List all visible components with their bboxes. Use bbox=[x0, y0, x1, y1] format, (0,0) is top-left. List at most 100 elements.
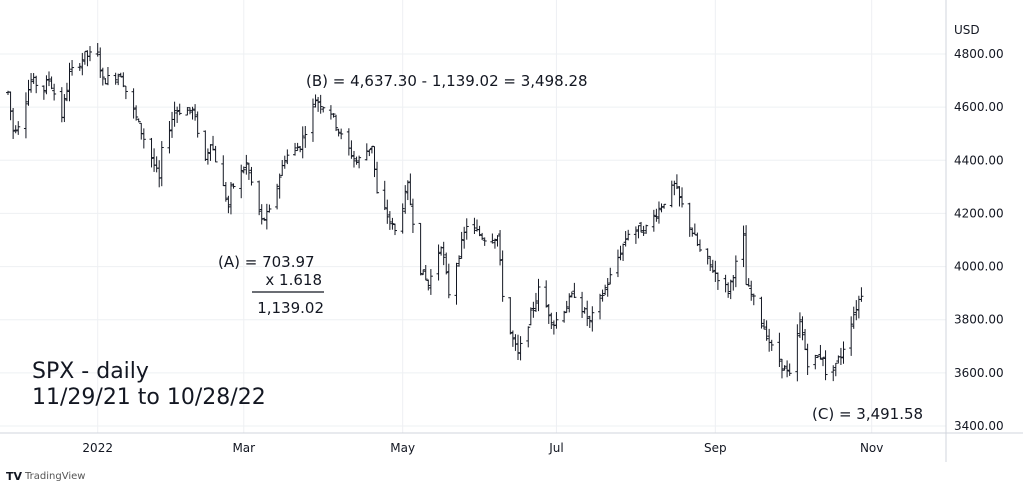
ohlc-bar bbox=[600, 289, 605, 302]
ohlc-bar bbox=[62, 94, 67, 123]
ohlc-bar bbox=[562, 310, 567, 323]
ohlc-bar bbox=[769, 339, 774, 351]
ohlc-bar bbox=[480, 232, 485, 240]
ohlc-bar bbox=[621, 243, 626, 261]
y-tick-label: 4800.00 bbox=[954, 47, 1004, 61]
ohlc-bar bbox=[213, 145, 218, 163]
ohlc-bar bbox=[382, 180, 387, 211]
ohlc-bar bbox=[838, 347, 843, 365]
ohlc-bar bbox=[259, 204, 264, 225]
ohlc-bar bbox=[375, 161, 380, 194]
grid-lines bbox=[0, 0, 946, 433]
ohlc-bar bbox=[249, 166, 254, 186]
ohlc-bar bbox=[569, 291, 574, 298]
ohlc-bar bbox=[141, 128, 146, 149]
x-tick-label: Sep bbox=[704, 441, 727, 455]
ohlc-bar bbox=[603, 284, 608, 296]
ohlc-bar bbox=[518, 336, 523, 361]
ohlc-bar bbox=[618, 245, 623, 261]
ohlc-bar bbox=[457, 255, 462, 267]
ohlc-bar bbox=[608, 267, 613, 285]
ohlc-bar bbox=[677, 186, 682, 207]
ohlc-bar bbox=[31, 73, 36, 84]
ohlc-bar bbox=[336, 128, 341, 137]
x-tick-label: May bbox=[390, 441, 415, 455]
x-tick-label: Jul bbox=[548, 441, 563, 455]
ohlc-bar bbox=[421, 269, 426, 276]
ohlc-bar bbox=[531, 301, 536, 318]
ohlc-bar bbox=[726, 282, 731, 298]
ohlc-bar bbox=[692, 223, 697, 236]
ohlc-bar bbox=[490, 233, 495, 244]
annotation-a-line3: 1,139.02 bbox=[257, 299, 324, 317]
ohlc-bar bbox=[418, 222, 423, 276]
ohlc-bar bbox=[285, 149, 290, 165]
annotations: (B) = 4,637.30 - 1,139.02 = 3,498.28 (A) … bbox=[218, 72, 923, 423]
ohlc-bar bbox=[367, 149, 372, 157]
ohlc-bar bbox=[154, 156, 159, 173]
ohlc-bar bbox=[172, 101, 177, 127]
ohlc-bar bbox=[672, 180, 677, 196]
ohlc-bar bbox=[64, 82, 69, 102]
ohlc-bar bbox=[818, 344, 823, 360]
ohlc-bar bbox=[167, 120, 172, 154]
ohlc-bar bbox=[777, 332, 782, 367]
ohlc-bar bbox=[615, 249, 620, 278]
ohlc-bar bbox=[820, 356, 825, 367]
ohlc-bar bbox=[262, 217, 267, 221]
ohlc-bar bbox=[482, 237, 487, 246]
axes: 4800.00 4600.00 4400.00 4200.00 4000.00 3800.… bbox=[0, 0, 1023, 462]
ohlc-bar bbox=[246, 162, 251, 180]
ohlc-bar bbox=[23, 92, 28, 139]
ohlc-bar bbox=[477, 225, 482, 237]
ohlc-bar bbox=[723, 274, 728, 293]
ohlc-bar bbox=[410, 198, 415, 234]
ohlc-bar bbox=[536, 278, 541, 312]
ohlc-bar bbox=[746, 278, 751, 287]
ohlc-bar bbox=[636, 225, 641, 239]
ohlc-bar bbox=[105, 67, 110, 86]
ohlc-bar bbox=[244, 154, 249, 175]
ohlc-bar bbox=[815, 355, 820, 359]
ohlc-bar bbox=[8, 91, 13, 121]
ohlc-bar bbox=[195, 111, 200, 138]
ohlc-bar bbox=[390, 217, 395, 230]
x-tick-label: Nov bbox=[860, 441, 883, 455]
ohlc-bar bbox=[797, 312, 802, 338]
ohlc-bar bbox=[472, 217, 477, 234]
ohlc-bar bbox=[833, 362, 838, 377]
ohlc-bar bbox=[633, 226, 638, 244]
ohlc-bar bbox=[526, 326, 531, 348]
ohlc-bar bbox=[654, 208, 659, 222]
ohlc-bar bbox=[495, 235, 500, 247]
ohlc-bar bbox=[544, 280, 549, 308]
ohlc-bar bbox=[498, 230, 503, 266]
ohlc-bar bbox=[203, 130, 208, 162]
ohlc-bar bbox=[462, 226, 467, 249]
ohlc-bar bbox=[805, 343, 810, 375]
ohlc-bar bbox=[708, 255, 713, 272]
ohlc-bar bbox=[364, 143, 369, 161]
annotation-a-line1: (A) = 703.97 bbox=[218, 253, 315, 271]
ohlc-bar bbox=[70, 60, 75, 76]
ohlc-bar bbox=[228, 182, 233, 215]
ohlc-bar bbox=[687, 202, 692, 237]
ohlc-bar bbox=[405, 180, 410, 201]
ohlc-bar bbox=[500, 250, 505, 302]
ohlc-bar bbox=[659, 203, 664, 213]
tradingview-logo-icon: TV bbox=[6, 470, 23, 483]
ohlc-bar bbox=[508, 297, 513, 335]
y-tick-label: 3600.00 bbox=[954, 366, 1004, 380]
ohlc-bar bbox=[349, 140, 354, 159]
ohlc-bar bbox=[759, 296, 764, 329]
ohlc-bar bbox=[264, 203, 269, 230]
ohlc-bar bbox=[321, 106, 326, 113]
y-tick-label: 4400.00 bbox=[954, 153, 1004, 167]
ohlc-bar bbox=[354, 156, 359, 165]
ohlc-bar bbox=[715, 272, 720, 290]
ohlc-bar bbox=[605, 278, 610, 297]
ohlc-bar bbox=[157, 160, 162, 188]
ohlc-bar bbox=[533, 292, 538, 312]
ohlc-bar bbox=[546, 304, 551, 324]
ohlc-bar bbox=[426, 279, 431, 291]
